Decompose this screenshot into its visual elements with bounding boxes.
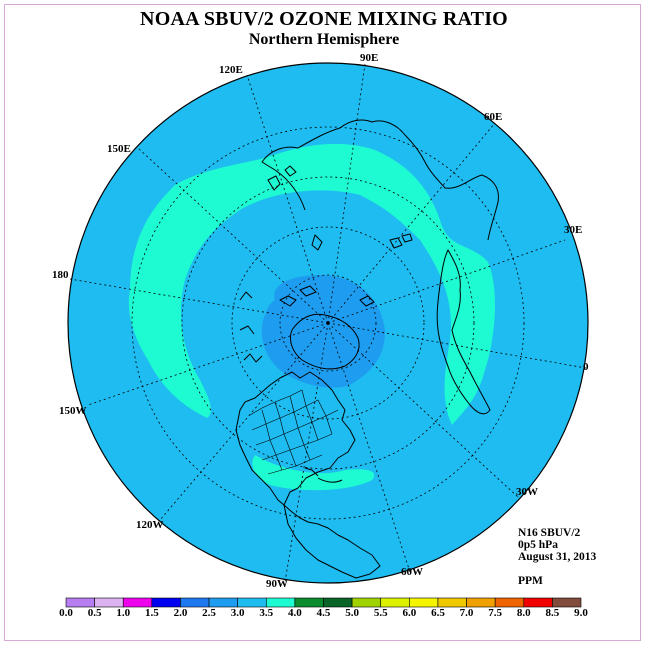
colorbar-swatch: [265, 597, 296, 608]
colorbar-swatch: [380, 597, 410, 608]
colorbar-swatch: [180, 597, 210, 608]
plot-frame: [4, 4, 641, 641]
lon-label-90w: 90W: [266, 578, 288, 590]
pressure-level-label: 0p5 hPa: [518, 539, 558, 551]
colorbar-tick-label: 5.5: [373, 607, 388, 619]
colorbar-tick-label: 2.0: [173, 607, 188, 619]
lon-label-120w: 120W: [136, 519, 164, 531]
graticule: [69, 63, 587, 583]
colorbar-tick-label: 4.0: [288, 607, 302, 619]
colorbar-tick-label: 0.0: [59, 607, 73, 619]
colorbar-tick-label: 9.0: [574, 607, 588, 619]
colorbar-swatch: [494, 597, 525, 608]
units-label: PPM: [518, 575, 543, 587]
colorbar-swatch: [409, 597, 439, 608]
colorbar-tick-label: 0.5: [87, 607, 102, 619]
colorbar-swatch: [323, 597, 353, 608]
colorbar-tick-label: 6.5: [431, 607, 445, 619]
colorbar-tick-label: 1.5: [144, 607, 159, 619]
colorbar-swatch: [122, 597, 153, 608]
colorbar-swatch: [151, 597, 181, 608]
colorbar-swatch: [523, 597, 553, 608]
colorbar-swatch: [65, 597, 95, 608]
colorbar-tick-label: 8.5: [545, 607, 560, 619]
lon-label-180: 180: [52, 269, 69, 281]
lon-label-150e: 150E: [107, 143, 131, 155]
lon-label-150w: 150W: [59, 405, 87, 417]
lon-label-90e: 90E: [360, 52, 378, 64]
date-label: August 31, 2013: [518, 551, 597, 563]
colorbar-tick-label: 3.5: [259, 607, 274, 619]
colorbar-swatch: [466, 597, 496, 608]
state-boundaries: [249, 389, 339, 475]
colorbar-swatch: [208, 597, 238, 608]
colorbar-tick-label: 5.0: [345, 607, 359, 619]
colorbar-tick-label: 3.0: [230, 607, 245, 619]
colorbar-tick-label: 7.0: [459, 607, 474, 619]
colorbar-swatch: [351, 597, 382, 608]
colorbar-swatch: [552, 597, 582, 608]
colorbar: [65, 597, 582, 608]
map-title: NOAA SBUV/2 OZONE MIXING RATIO: [140, 8, 508, 30]
satellite-label: N16 SBUV/2: [518, 527, 581, 539]
lon-label-30e: 30E: [564, 224, 582, 236]
lon-label-0: 0: [583, 361, 589, 373]
lon-label-120e: 120E: [219, 64, 243, 76]
coastlines: [235, 119, 499, 579]
lon-label-60e: 60E: [484, 111, 502, 123]
colorbar-swatch: [94, 597, 124, 608]
colorbar-tick-label: 4.5: [316, 607, 331, 619]
map-border: [67, 62, 589, 584]
colorbar-tick-label: 2.5: [202, 607, 216, 619]
colorbar-tick-label: 8.0: [516, 607, 531, 619]
lon-label-30w: 30W: [516, 486, 538, 498]
colorbar-tick-label: 7.5: [488, 607, 503, 619]
colorbar-swatch: [237, 597, 267, 608]
map-subtitle: Northern Hemisphere: [248, 31, 400, 48]
colorbar-swatch: [294, 597, 324, 608]
colorbar-swatch: [437, 597, 467, 608]
colorbar-tick-label: 1.0: [116, 607, 131, 619]
lon-label-60w: 60W: [401, 566, 423, 578]
colorbar-tick-label: 6.0: [402, 607, 417, 619]
